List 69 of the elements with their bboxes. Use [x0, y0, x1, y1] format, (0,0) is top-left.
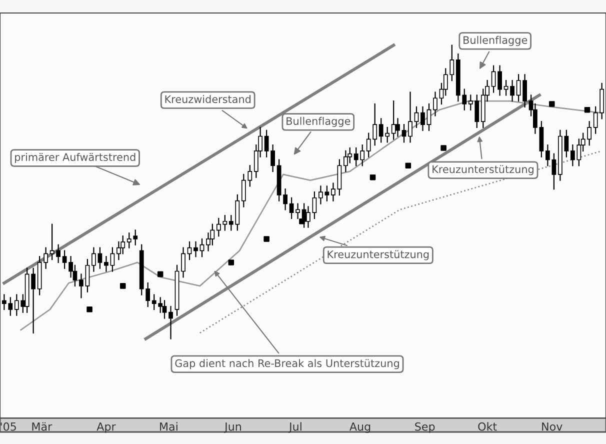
point	[264, 236, 270, 242]
candlestick	[302, 203, 306, 228]
x-tick-label: Nov	[542, 422, 562, 431]
annotation: Kreuzwiderstand	[165, 95, 251, 104]
candlestick	[194, 241, 198, 258]
x-tick-label: Sep	[415, 422, 435, 433]
annotation: Kreuzunterstützung	[328, 250, 429, 260]
candlestick	[331, 182, 336, 202]
point	[370, 174, 376, 180]
x-tick-label: Jun	[224, 422, 241, 433]
candlestick	[79, 274, 84, 298]
candlestick	[491, 65, 496, 93]
candlestick	[552, 153, 556, 190]
point	[86, 306, 92, 312]
candlestick	[162, 300, 167, 319]
candlestick	[510, 80, 514, 102]
point	[228, 260, 234, 266]
candlestick	[200, 238, 204, 258]
candlestick	[85, 258, 90, 292]
candlestick	[92, 247, 96, 272]
candlestick	[324, 186, 330, 202]
candlestick	[62, 250, 67, 269]
x-tick-label: Aug	[350, 422, 370, 433]
annotation: Bullenflagge	[286, 116, 350, 127]
candlestick	[539, 121, 544, 158]
candlestick	[306, 206, 310, 228]
candlestick	[312, 191, 317, 219]
point	[440, 145, 446, 151]
candlestick	[98, 247, 102, 269]
candlestick	[433, 92, 438, 116]
candlestick	[289, 197, 294, 219]
candlestick	[56, 244, 60, 264]
candlestick	[426, 103, 432, 131]
candlestick	[264, 130, 269, 158]
candlestick	[283, 188, 288, 210]
point	[120, 283, 126, 289]
candlestick	[187, 241, 192, 260]
candlestick	[402, 124, 406, 143]
point	[548, 101, 555, 107]
candlestick	[391, 100, 396, 140]
candlestick	[344, 150, 348, 172]
candlestick	[408, 92, 412, 143]
candlestick	[414, 106, 419, 128]
annotation: Gap dient nach Re-Break als Unterstützung	[175, 359, 399, 370]
point	[405, 162, 412, 168]
candlestick	[498, 65, 502, 96]
candlestick	[522, 74, 527, 108]
annotation: primärer Aufwärtstrend	[15, 152, 136, 164]
candlestick	[337, 159, 342, 196]
x-tick-label: Jul	[288, 422, 302, 433]
point	[584, 106, 590, 113]
candlestick	[516, 74, 521, 102]
candlestick	[110, 247, 115, 272]
x-tick-label: Okt	[478, 422, 497, 431]
point	[157, 271, 164, 278]
candlestick	[181, 247, 186, 278]
x-tick-label: '05	[0, 422, 16, 431]
candlestick	[546, 144, 550, 166]
candlestick	[270, 144, 275, 172]
candlestick	[420, 106, 425, 131]
candlestick	[168, 306, 173, 340]
x-tick-label: Mär	[32, 422, 52, 431]
candlestick	[104, 256, 108, 272]
annotation: Kreuzunterstützung	[432, 165, 534, 176]
annotation: Bullenflagge	[464, 36, 528, 46]
candlestick	[396, 118, 400, 137]
x-tick-label: Mai	[160, 422, 178, 431]
x-tick-label: Apr	[96, 422, 116, 433]
candlestick	[318, 186, 323, 204]
